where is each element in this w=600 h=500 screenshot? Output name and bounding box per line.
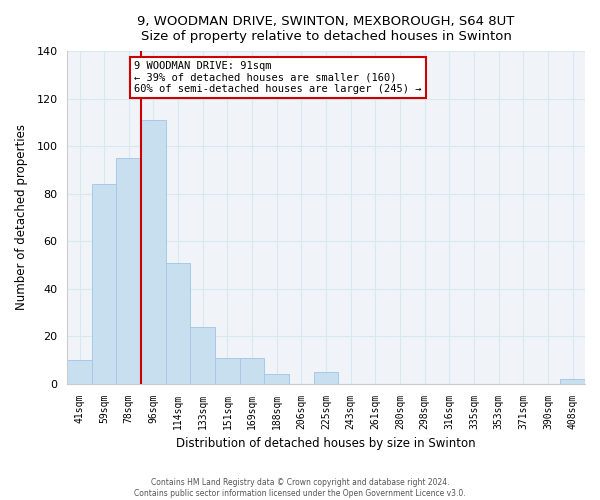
X-axis label: Distribution of detached houses by size in Swinton: Distribution of detached houses by size …: [176, 437, 476, 450]
Bar: [141, 120, 166, 384]
Bar: [560, 379, 585, 384]
Y-axis label: Number of detached properties: Number of detached properties: [15, 124, 28, 310]
Text: 9 WOODMAN DRIVE: 91sqm
← 39% of detached houses are smaller (160)
60% of semi-de: 9 WOODMAN DRIVE: 91sqm ← 39% of detached…: [134, 61, 422, 94]
Title: 9, WOODMAN DRIVE, SWINTON, MEXBOROUGH, S64 8UT
Size of property relative to deta: 9, WOODMAN DRIVE, SWINTON, MEXBOROUGH, S…: [137, 15, 515, 43]
Text: Contains HM Land Registry data © Crown copyright and database right 2024.
Contai: Contains HM Land Registry data © Crown c…: [134, 478, 466, 498]
Bar: [190, 326, 215, 384]
Bar: [240, 358, 265, 384]
Bar: [116, 158, 141, 384]
Bar: [166, 262, 190, 384]
Bar: [92, 184, 116, 384]
Bar: [265, 374, 289, 384]
Bar: [215, 358, 240, 384]
Bar: [314, 372, 338, 384]
Bar: [67, 360, 92, 384]
